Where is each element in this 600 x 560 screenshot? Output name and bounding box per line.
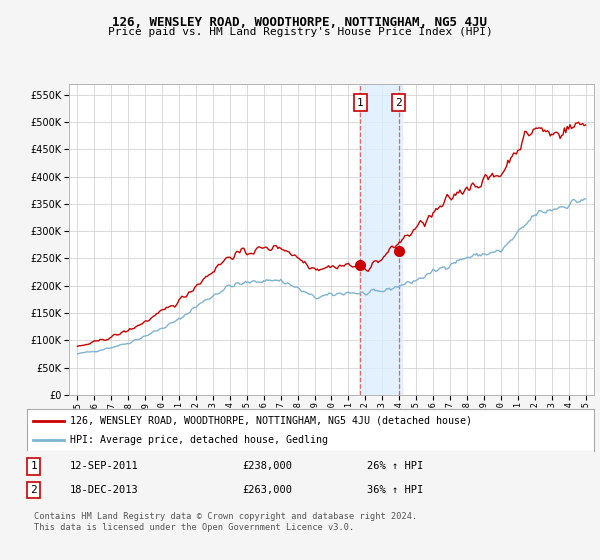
Text: £263,000: £263,000	[242, 485, 292, 495]
Text: 2: 2	[395, 97, 402, 108]
Text: 26% ↑ HPI: 26% ↑ HPI	[367, 461, 424, 472]
Text: 126, WENSLEY ROAD, WOODTHORPE, NOTTINGHAM, NG5 4JU: 126, WENSLEY ROAD, WOODTHORPE, NOTTINGHA…	[113, 16, 487, 29]
Text: 1: 1	[31, 461, 37, 472]
Text: 2: 2	[31, 485, 37, 495]
Bar	[359, 84, 402, 395]
Text: £238,000: £238,000	[242, 461, 292, 472]
Text: Contains HM Land Registry data © Crown copyright and database right 2024.
This d: Contains HM Land Registry data © Crown c…	[34, 512, 417, 531]
Text: 126, WENSLEY ROAD, WOODTHORPE, NOTTINGHAM, NG5 4JU (detached house): 126, WENSLEY ROAD, WOODTHORPE, NOTTINGHA…	[70, 416, 472, 426]
Text: HPI: Average price, detached house, Gedling: HPI: Average price, detached house, Gedl…	[70, 435, 328, 445]
Text: 1: 1	[357, 97, 364, 108]
Text: Price paid vs. HM Land Registry's House Price Index (HPI): Price paid vs. HM Land Registry's House …	[107, 27, 493, 37]
Text: 36% ↑ HPI: 36% ↑ HPI	[367, 485, 424, 495]
Text: 12-SEP-2011: 12-SEP-2011	[70, 461, 138, 472]
Text: 18-DEC-2013: 18-DEC-2013	[70, 485, 138, 495]
